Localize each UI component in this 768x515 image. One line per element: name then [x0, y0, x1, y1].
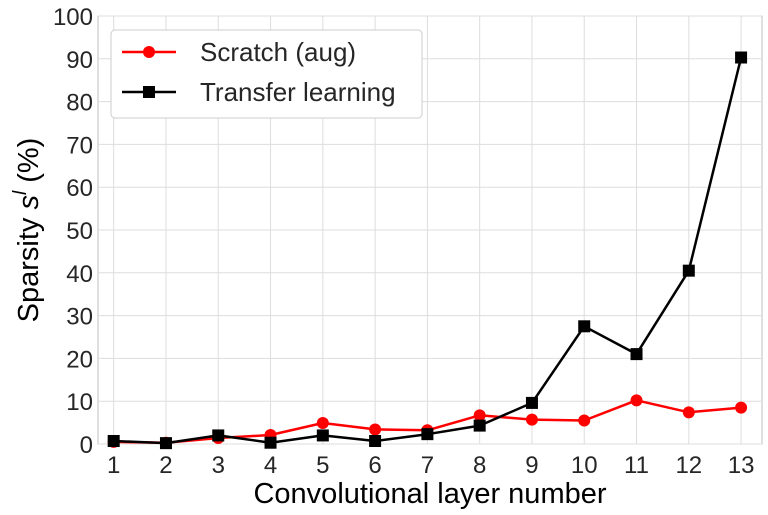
series-1-point: [264, 436, 277, 449]
y-axis-title: Sparsity sl (%): [10, 138, 45, 323]
x-tick-label: 3: [212, 452, 225, 479]
series-1-point: [473, 419, 486, 432]
x-axis-ticks: 1 2 3 4 5 6 7 8 9 10 11 12 13: [107, 452, 754, 479]
series-0-point: [682, 406, 695, 419]
x-tick-label: 4: [264, 452, 277, 479]
legend-marker-transfer: [143, 86, 155, 98]
x-tick-label: 11: [624, 452, 649, 479]
y-axis-title-var: s: [13, 195, 45, 210]
x-tick-label: 6: [368, 452, 381, 479]
legend-box: [110, 29, 423, 119]
series-1-point: [630, 348, 643, 361]
y-axis-title-suffix: (%): [13, 138, 45, 191]
series-layer: [107, 51, 748, 450]
x-tick-label: 5: [316, 452, 329, 479]
x-tick-label: 7: [421, 452, 434, 479]
series-0-point: [630, 394, 643, 407]
y-axis-title-sup: l: [10, 190, 31, 195]
series-0-point: [473, 409, 486, 422]
y-axis-title-prefix: Sparsity: [13, 210, 45, 323]
series-1-point: [212, 429, 225, 442]
legend-label-transfer: Transfer learning: [200, 77, 396, 107]
y-tick-label: 30: [66, 304, 93, 331]
series-0-point: [316, 417, 329, 430]
series-0-point: [525, 413, 538, 426]
y-tick-label: 10: [66, 389, 93, 416]
x-tick-label: 9: [525, 452, 538, 479]
x-tick-label: 8: [473, 452, 486, 479]
legend-label-scratch: Scratch (aug): [200, 37, 356, 67]
series-1-point: [316, 429, 329, 442]
legend: Scratch (aug) Transfer learning: [110, 29, 423, 119]
y-tick-label: 100: [53, 4, 93, 31]
series-0-point: [735, 401, 748, 414]
series-1-point: [369, 435, 382, 448]
y-axis-ticks: 0 10 20 30 40 50 60 70 80 90 100: [53, 4, 93, 459]
x-tick-label: 10: [571, 452, 598, 479]
y-tick-label: 80: [66, 90, 93, 117]
series-1-point: [525, 396, 538, 409]
series-1-point: [159, 437, 172, 450]
y-tick-label: 20: [66, 346, 93, 373]
series-1-point: [735, 51, 748, 64]
y-tick-label: 70: [66, 132, 93, 159]
legend-marker-scratch: [143, 46, 155, 58]
y-tick-label: 0: [80, 432, 93, 459]
x-axis-title: Convolutional layer number: [253, 478, 606, 510]
x-tick-label: 1: [107, 452, 120, 479]
y-tick-label: 90: [66, 47, 93, 74]
x-tick-label: 2: [159, 452, 172, 479]
series-1-point: [578, 320, 591, 333]
y-tick-label: 60: [66, 175, 93, 202]
series-1-point: [421, 428, 434, 441]
series-1-point: [107, 435, 120, 448]
series-1-point: [682, 264, 695, 277]
series-0-point: [578, 414, 591, 427]
y-tick-label: 40: [66, 261, 93, 288]
y-tick-label: 50: [66, 218, 93, 245]
x-tick-label: 12: [675, 452, 702, 479]
x-tick-label: 13: [728, 452, 755, 479]
series-0-point: [369, 423, 382, 436]
